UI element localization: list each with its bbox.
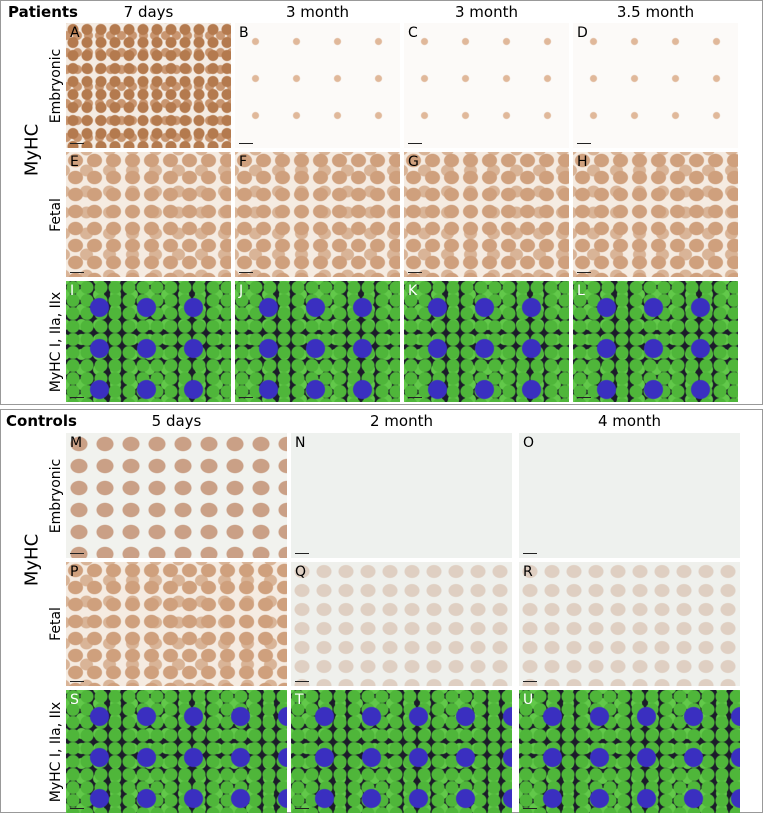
scale-bar (70, 397, 84, 398)
panel-letter: I (70, 283, 75, 299)
micrograph-panel: F (235, 152, 400, 277)
column-header: 3.5 month (616, 3, 695, 21)
micrograph-panel: M (66, 433, 287, 558)
scale-bar (408, 143, 422, 144)
panel-letter: D (577, 25, 588, 41)
panel-letter: U (523, 692, 534, 708)
scale-bar (523, 681, 537, 682)
scale-bar (577, 272, 591, 273)
scale-bar (295, 681, 309, 682)
scale-bar (523, 808, 537, 809)
section-label: Controls (6, 412, 77, 430)
scale-bar (70, 272, 84, 273)
column-header: 7 days (123, 3, 174, 21)
micrograph-panel: H (573, 152, 738, 277)
micrograph-panel: R (519, 562, 740, 686)
column-header: 3 month (455, 3, 518, 21)
panel-letter: K (408, 283, 418, 299)
micrograph-panel: B (235, 23, 400, 148)
micrograph-panel: P (66, 562, 287, 686)
panel-letter: E (70, 154, 79, 170)
micrograph-panel: U (519, 690, 740, 813)
scale-bar (70, 681, 84, 682)
micrograph-panel: S (66, 690, 287, 813)
scale-bar (523, 553, 537, 554)
panel-letter: Q (295, 564, 307, 580)
scale-bar (239, 272, 253, 273)
scale-bar (295, 553, 309, 554)
panel-letter: R (523, 564, 533, 580)
column-header: 3 month (286, 3, 349, 21)
row-label: Embryonic (48, 48, 64, 123)
panel-letter: S (70, 692, 79, 708)
panel-letter: P (70, 564, 79, 580)
column-header: 5 days (151, 412, 202, 430)
scale-bar (577, 397, 591, 398)
micrograph-panel: G (404, 152, 569, 277)
micrograph-panel: O (519, 433, 740, 558)
row-label: Fetal (48, 197, 64, 232)
scale-bar (70, 143, 84, 144)
micrograph-panel: I (66, 281, 231, 402)
row-label: Embryonic (48, 458, 64, 533)
micrograph-panel: K (404, 281, 569, 402)
micrograph-panel: C (404, 23, 569, 148)
micrograph-panel: D (573, 23, 738, 148)
panel-letter: J (239, 283, 244, 299)
scale-bar (408, 272, 422, 273)
row-group-label: MyHC (21, 533, 43, 586)
scale-bar (239, 397, 253, 398)
panel-letter: C (408, 25, 418, 41)
scale-bar (70, 553, 84, 554)
panel-letter: H (577, 154, 588, 170)
column-header: 4 month (598, 412, 661, 430)
scale-bar (295, 808, 309, 809)
panel-letter: M (70, 435, 83, 451)
scale-bar (408, 397, 422, 398)
panel-letter: F (239, 154, 248, 170)
row-label: MyHC I, IIa, IIx (48, 701, 64, 802)
micrograph-panel: L (573, 281, 738, 402)
scale-bar (577, 143, 591, 144)
scale-bar (239, 143, 253, 144)
micrograph-panel: E (66, 152, 231, 277)
section-label: Patients (8, 3, 78, 21)
micrograph-panel: A (66, 23, 231, 148)
micrograph-panel: Q (291, 562, 512, 686)
panel-letter: G (408, 154, 419, 170)
micrograph-panel: N (291, 433, 512, 558)
panel-letter: A (70, 25, 80, 41)
micrograph-panel: T (291, 690, 512, 813)
row-label: Fetal (48, 607, 64, 641)
panel-letter: N (295, 435, 306, 451)
panel-letter: T (295, 692, 304, 708)
row-label: MyHC I, IIa, IIx (48, 291, 64, 392)
panel-letter: B (239, 25, 249, 41)
column-header: 2 month (370, 412, 433, 430)
panel-letter: L (577, 283, 585, 299)
row-group-label: MyHC (21, 123, 43, 177)
panel-letter: O (523, 435, 535, 451)
scale-bar (70, 808, 84, 809)
micrograph-panel: J (235, 281, 400, 402)
